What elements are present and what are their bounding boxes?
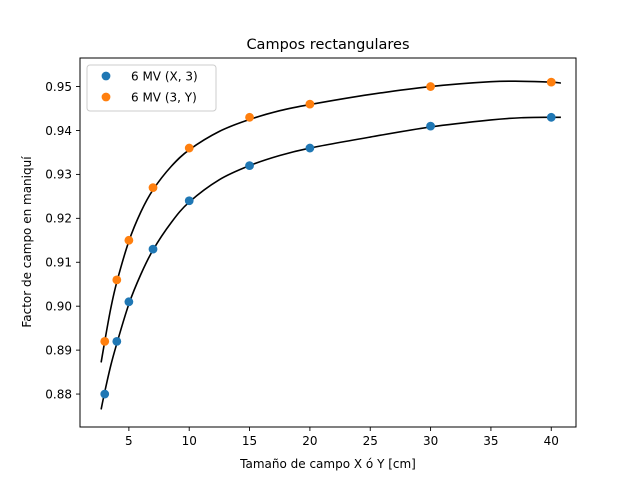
series-2-point [426, 82, 435, 91]
y-tick-label: 0.89 [45, 343, 72, 357]
series-2-point [305, 99, 315, 109]
series-2-point [124, 235, 134, 245]
legend-marker [101, 71, 111, 81]
x-tick-label: 30 [423, 434, 438, 448]
legend: 6 MV (X, 3) 6 MV (3, Y) [86, 64, 217, 112]
series-1-point [124, 297, 134, 307]
legend-marker [101, 92, 111, 102]
series-2-point [245, 112, 254, 122]
y-tick-label: 0.90 [45, 299, 72, 313]
series-1-point [148, 244, 158, 254]
axes-frame [79, 57, 577, 428]
x-tick-label: 5 [125, 434, 133, 448]
chart-title: Campos rectangulares [246, 37, 409, 53]
y-tick-label: 0.93 [45, 168, 72, 182]
plot-area [100, 77, 561, 410]
series-1-point [426, 121, 435, 131]
series-1-point [112, 336, 122, 346]
legend-label: 6 MV (X, 3) [131, 69, 198, 83]
y-tick-label: 0.91 [45, 256, 72, 270]
series-2-point [546, 77, 556, 87]
x-tick-label: 40 [544, 434, 559, 448]
axis-ticks: 5 10 15 20 25 30 35 40 0.88 0.89 0.90 0.91 0.92 0.93 0… [45, 80, 559, 448]
series-1-point [546, 112, 556, 122]
x-tick-label: 20 [302, 434, 317, 448]
series-2-point [148, 183, 158, 192]
x-axis-label: Tamaño de campo X ó Y [cm] [239, 457, 416, 471]
y-tick-label: 0.95 [45, 80, 72, 94]
series-2-point [100, 336, 110, 346]
series-1-point [184, 196, 194, 206]
series-1-point [100, 389, 110, 399]
x-tick-label: 15 [242, 434, 257, 448]
y-axis-label: Factor de campo en maniquí [20, 156, 34, 328]
series-1-point [305, 143, 315, 153]
y-tick-label: 0.88 [45, 387, 72, 401]
series-1-point [245, 161, 254, 171]
x-tick-label: 10 [182, 434, 197, 448]
legend-box [86, 64, 217, 112]
series-2-point [184, 143, 194, 153]
y-tick-label: 0.92 [45, 212, 72, 226]
x-tick-label: 25 [363, 434, 378, 448]
y-tick-label: 0.94 [45, 124, 72, 138]
x-tick-label: 35 [483, 434, 498, 448]
series-2-point [112, 275, 122, 285]
legend-label: 6 MV (3, Y) [131, 90, 197, 104]
